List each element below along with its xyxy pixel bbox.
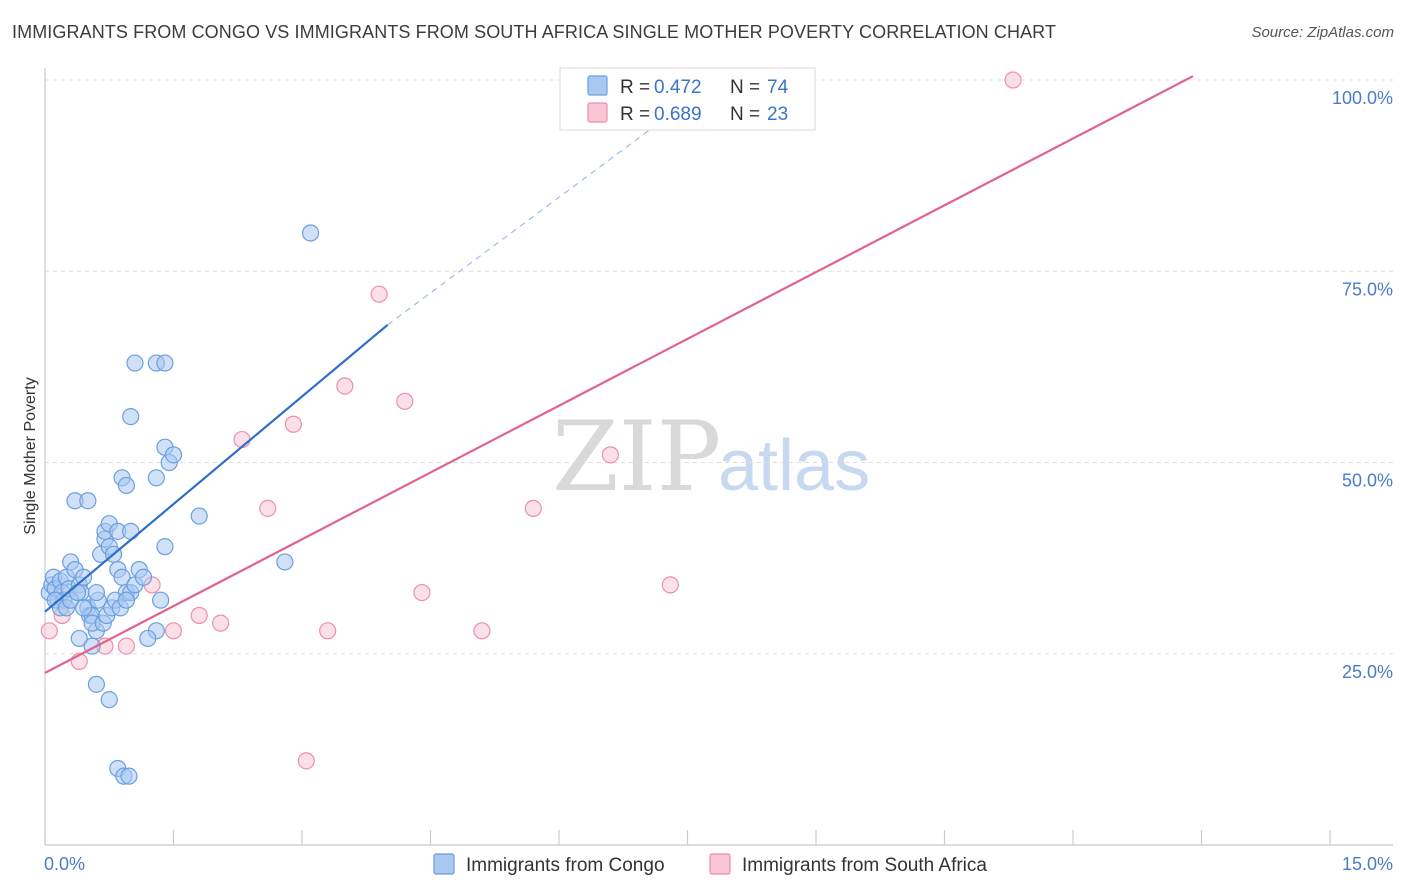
watermark-zip: ZIP bbox=[552, 401, 721, 513]
legend-sa-r-label: R = bbox=[620, 104, 650, 125]
congo-trend-line bbox=[44, 323, 389, 613]
south-africa-point bbox=[164, 622, 183, 640]
congo-point bbox=[134, 568, 153, 586]
south-africa-point bbox=[40, 622, 58, 640]
congo-point bbox=[120, 767, 138, 785]
south-africa-point bbox=[370, 285, 388, 303]
south-africa-point bbox=[212, 614, 230, 632]
congo-point bbox=[164, 446, 183, 464]
y-tick-label-75: 75.0% bbox=[1342, 279, 1393, 299]
series-south-africa-points bbox=[40, 71, 1022, 770]
congo-trend-extension bbox=[387, 75, 723, 326]
congo-point bbox=[79, 492, 97, 510]
legend-congo-n-label: N = bbox=[730, 77, 760, 98]
congo-point bbox=[100, 691, 118, 709]
south-africa-point bbox=[336, 377, 354, 395]
congo-point bbox=[68, 583, 87, 602]
south-africa-trend-line bbox=[44, 75, 1194, 674]
legend-swatch-congo bbox=[587, 75, 608, 96]
y-tick-label-100: 100.0% bbox=[1332, 88, 1393, 108]
congo-point bbox=[87, 583, 106, 602]
congo-point bbox=[152, 591, 170, 609]
south-africa-point bbox=[524, 499, 542, 517]
south-africa-point bbox=[297, 752, 315, 770]
south-africa-point bbox=[319, 622, 337, 640]
congo-point bbox=[117, 476, 135, 495]
bottom-legend-label-congo: Immigrants from Congo bbox=[466, 855, 665, 876]
top-legend: R = 0.472 N = 74 R = 0.689 N = 23 bbox=[559, 67, 816, 131]
source-label: Source: ZipAtlas.com bbox=[1251, 24, 1394, 41]
congo-point bbox=[122, 522, 140, 540]
bottom-legend-label-south-africa: Immigrants from South Africa bbox=[742, 855, 987, 876]
congo-point bbox=[156, 354, 174, 372]
x-axis-ticks bbox=[44, 830, 1331, 845]
south-africa-point bbox=[259, 499, 277, 517]
watermark-atlas: atlas bbox=[718, 426, 870, 506]
congo-point bbox=[126, 354, 144, 372]
legend-congo-r-value: 0.472 bbox=[654, 77, 702, 98]
congo-point bbox=[139, 629, 157, 648]
congo-point bbox=[122, 408, 140, 426]
chart-title: IMMIGRANTS FROM CONGO VS IMMIGRANTS FROM… bbox=[12, 22, 1057, 42]
legend-sa-r-value: 0.689 bbox=[654, 104, 702, 125]
bottom-legend-swatch-congo bbox=[433, 853, 455, 875]
y-tick-label-50: 50.0% bbox=[1342, 471, 1393, 491]
legend-sa-n-value: 23 bbox=[767, 104, 788, 125]
congo-point bbox=[74, 568, 93, 586]
south-africa-point bbox=[396, 392, 414, 410]
bottom-legend: Immigrants from Congo Immigrants from So… bbox=[433, 853, 987, 876]
congo-point bbox=[87, 675, 106, 693]
congo-point bbox=[301, 224, 320, 242]
south-africa-point bbox=[601, 446, 620, 464]
congo-point bbox=[190, 507, 208, 525]
congo-point bbox=[276, 553, 294, 571]
south-africa-point bbox=[117, 637, 135, 655]
legend-swatch-south-africa bbox=[587, 102, 608, 123]
congo-point bbox=[156, 538, 174, 556]
legend-congo-n-value: 74 bbox=[767, 77, 789, 98]
south-africa-point bbox=[1004, 71, 1022, 89]
congo-point bbox=[74, 599, 93, 617]
grid-lines bbox=[45, 79, 1393, 655]
y-axis-label: Single Mother Poverty bbox=[22, 377, 39, 534]
south-africa-point bbox=[233, 430, 251, 449]
legend-congo-r-label: R = bbox=[620, 77, 650, 98]
congo-point bbox=[70, 629, 88, 648]
south-africa-point bbox=[413, 583, 431, 602]
south-africa-point bbox=[473, 622, 491, 640]
y-axis-tick-labels: 25.0% 50.0% 75.0% 100.0% bbox=[1332, 88, 1393, 682]
south-africa-point bbox=[284, 415, 303, 433]
x-tick-label-min: 0.0% bbox=[44, 854, 85, 874]
bottom-legend-swatch-south-africa bbox=[709, 853, 731, 875]
congo-point bbox=[147, 469, 165, 487]
congo-point bbox=[117, 591, 135, 609]
series-congo-points bbox=[40, 224, 320, 785]
legend-sa-n-label: N = bbox=[730, 104, 760, 125]
south-africa-point bbox=[661, 576, 679, 594]
x-tick-label-max: 15.0% bbox=[1342, 854, 1393, 874]
south-africa-point bbox=[190, 606, 208, 625]
trend-lines bbox=[44, 75, 1194, 674]
y-tick-label-25: 25.0% bbox=[1342, 662, 1393, 682]
